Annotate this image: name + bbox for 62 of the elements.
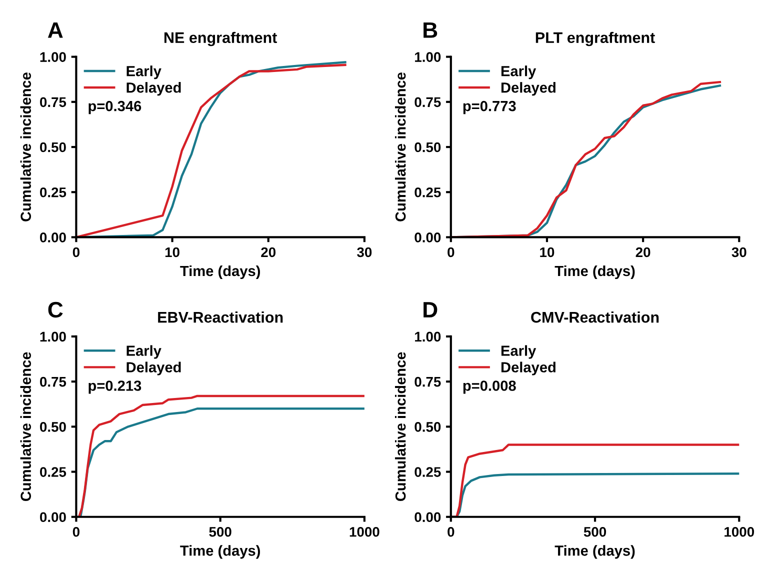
y-tick-label: 0.75 <box>414 97 441 108</box>
y-tick-label: 0.00 <box>40 512 66 522</box>
y-tick-label: 0.25 <box>40 467 66 477</box>
legend-label: Early <box>501 345 536 359</box>
x-tick-label: 0 <box>72 526 80 537</box>
y-tick-label: 1.00 <box>415 52 441 62</box>
y-tick-label: 0.75 <box>40 97 66 108</box>
y-tick-label: 0.50 <box>414 142 441 152</box>
legend-label: Delayed <box>126 362 181 376</box>
x-tick-label: 10 <box>540 247 554 258</box>
x-tick-label: 0 <box>448 526 454 537</box>
y-tick-label: 0.50 <box>40 142 66 152</box>
x-tick-label: 30 <box>732 247 746 258</box>
x-axis-title: Time (days) <box>554 545 635 559</box>
chart-title: PLT engraftment <box>536 32 655 46</box>
y-tick-label: 0.50 <box>40 422 66 432</box>
x-tick-label: 20 <box>636 247 650 258</box>
x-tick-label: 10 <box>165 247 180 258</box>
text: C <box>48 302 63 318</box>
legend-label: Early <box>126 345 162 359</box>
text: D <box>424 302 438 318</box>
y-tick-label: 1.00 <box>415 332 441 342</box>
chart-title: EBV-Reactivation <box>158 311 283 323</box>
x-tick-label: 500 <box>584 526 606 537</box>
x-tick-label: 0 <box>72 247 80 258</box>
x-axis-title: Time (days) <box>180 265 260 280</box>
y-tick-label: 0.75 <box>414 376 441 387</box>
legend-label: Early <box>126 66 162 80</box>
y-axis-title: Cumulative incidence <box>20 352 32 502</box>
y-tick-label: 0.00 <box>414 232 441 242</box>
x-axis-title: Time (days) <box>180 545 260 559</box>
chart-title: CMV-Reactivation <box>531 311 659 323</box>
x-tick-label: 0 <box>448 247 454 258</box>
x-axis-title: Time (days) <box>554 265 635 280</box>
x-tick-label: 20 <box>261 247 276 258</box>
legend-label: Delayed <box>501 82 556 96</box>
y-axis-title: Cumulative incidence <box>20 72 32 222</box>
y-tick-label: 0.25 <box>414 467 441 477</box>
x-tick-label: 30 <box>357 247 372 258</box>
y-tick-label: 0.25 <box>40 187 66 198</box>
y-tick-label: 0.00 <box>40 232 66 242</box>
annotation: p=0.346 <box>88 100 142 114</box>
x-tick-label: 500 <box>209 526 232 537</box>
y-tick-label: 0.75 <box>40 376 66 387</box>
legend-label: Early <box>501 66 536 80</box>
text: B <box>424 22 438 38</box>
y-axis-title: Cumulative incidence <box>395 72 406 222</box>
legend-label: Delayed <box>126 82 181 96</box>
y-tick-label: 0.50 <box>414 422 441 432</box>
annotation: p=0.773 <box>463 100 516 114</box>
y-axis-title: Cumulative incidence <box>395 352 406 502</box>
chart-title: NE engraftment <box>164 32 278 46</box>
y-tick-label: 1.00 <box>40 332 66 342</box>
x-tick-label: 1000 <box>350 526 380 537</box>
y-tick-label: 0.25 <box>414 187 441 198</box>
annotation: p=0.213 <box>88 380 142 394</box>
legend-label: Delayed <box>501 362 556 376</box>
y-tick-label: 1.00 <box>40 52 66 62</box>
text: A <box>48 22 63 38</box>
y-tick-label: 0.00 <box>414 512 441 522</box>
annotation: p=0.008 <box>463 380 516 394</box>
x-tick-label: 1000 <box>724 526 754 537</box>
